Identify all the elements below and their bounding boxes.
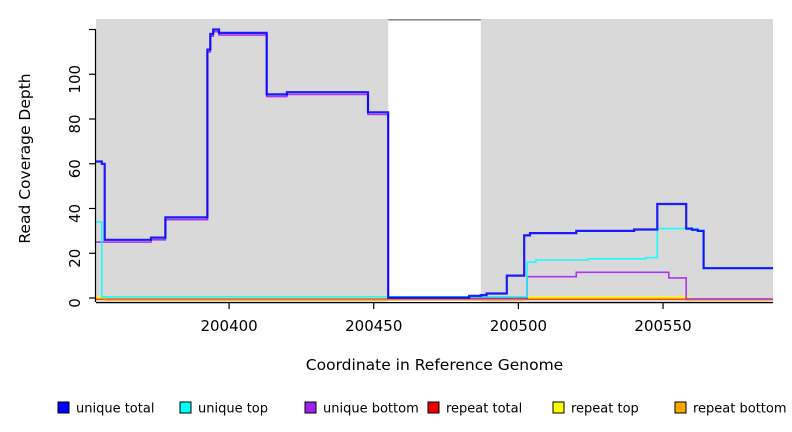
legend-item: unique top (179, 401, 268, 417)
series-unique-total (96, 28, 773, 299)
y-tick-label: 80 (66, 114, 84, 133)
legend-swatch-repeat-total (427, 401, 440, 414)
legend-label: unique bottom (323, 402, 419, 417)
legend-item: unique bottom (304, 401, 419, 417)
y-tick-label: 20 (66, 249, 84, 268)
y-tick-label: 0 (66, 298, 84, 308)
y-axis-title: Read Coverage Depth (16, 73, 34, 243)
legend-label: repeat bottom (693, 402, 787, 417)
y-tick-label: 100 (66, 65, 84, 94)
legend-swatch-unique-bottom (304, 401, 317, 414)
y-tick-label: 40 (66, 204, 84, 223)
legend-item: unique total (57, 401, 154, 417)
legend-label: unique top (198, 402, 268, 417)
legend-item: repeat top (552, 401, 639, 417)
legend-label: repeat total (446, 402, 522, 417)
x-tick-label: 200550 (634, 317, 691, 335)
x-tick-label: 200500 (490, 317, 547, 335)
x-axis-title: Coordinate in Reference Genome (306, 356, 563, 374)
gap-region (388, 19, 481, 302)
legend-label: unique total (76, 402, 154, 417)
series-repeat-bottom (96, 297, 773, 301)
legend-swatch-repeat-bottom (674, 401, 687, 414)
legend-label: repeat top (571, 402, 639, 417)
x-tick-label: 200400 (200, 317, 257, 335)
y-tick-label: 60 (66, 159, 84, 178)
series-unique-bottom (96, 30, 773, 300)
legend-item: repeat bottom (674, 401, 787, 417)
legend-swatch-repeat-top (552, 401, 565, 414)
legend-swatch-unique-total (57, 401, 70, 414)
legend-item: repeat total (427, 401, 522, 417)
legend-swatch-unique-top (179, 401, 192, 414)
x-tick-label: 200450 (345, 317, 402, 335)
